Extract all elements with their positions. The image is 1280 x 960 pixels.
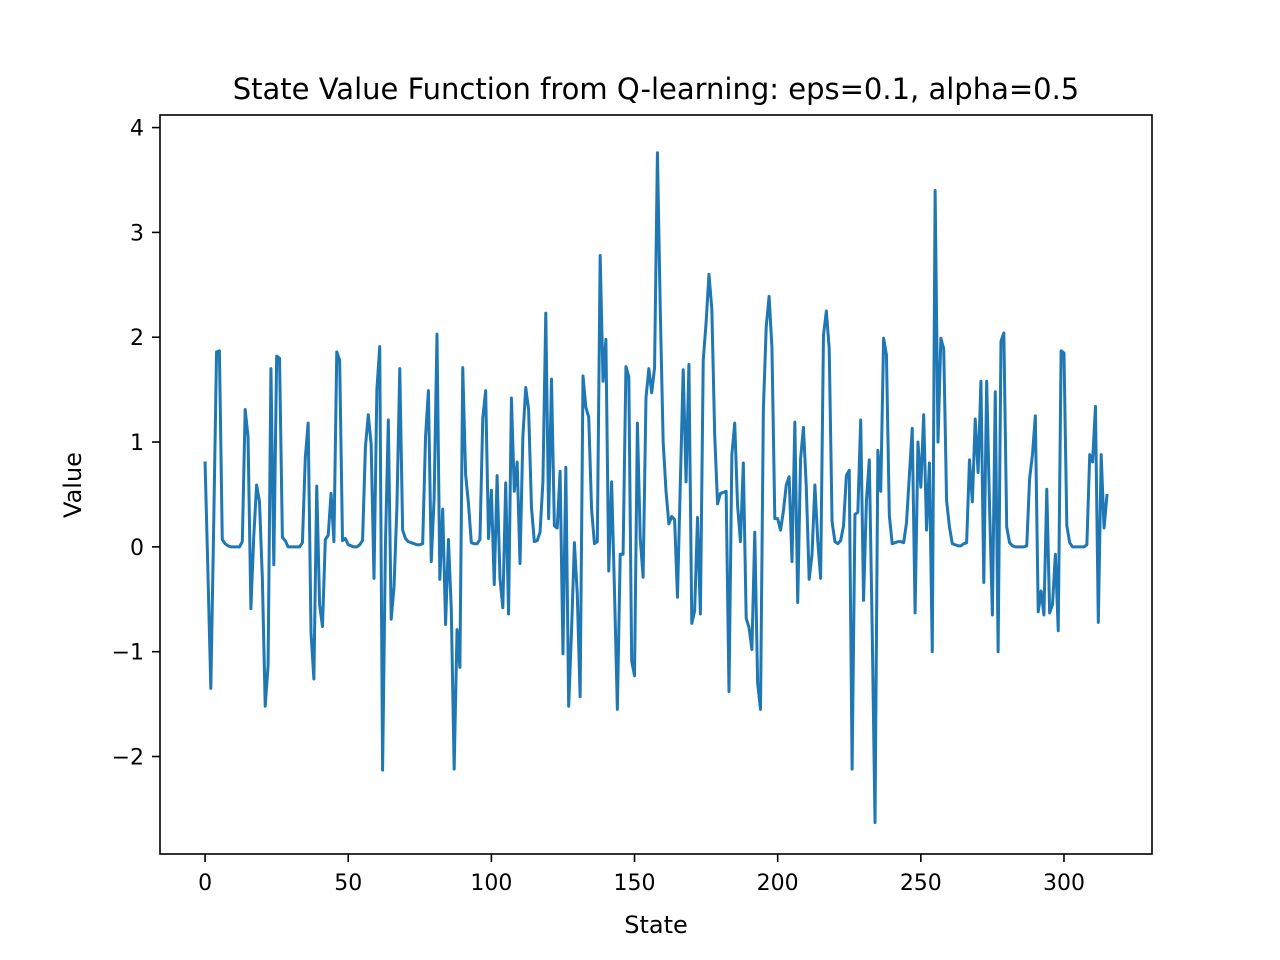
x-axis-label: State bbox=[624, 911, 688, 939]
y-tick-label: 4 bbox=[130, 117, 144, 142]
y-tick-label: 1 bbox=[130, 431, 144, 456]
x-tick-label: 100 bbox=[470, 871, 512, 896]
x-tick-label: 0 bbox=[198, 871, 212, 896]
y-tick-label: 3 bbox=[130, 221, 144, 246]
y-tick-label: −2 bbox=[112, 746, 144, 771]
x-axis: 0 50 100 150 200 250 300 bbox=[198, 854, 1085, 896]
y-tick-label: 0 bbox=[130, 536, 144, 561]
x-tick-label: 150 bbox=[614, 871, 656, 896]
plot-area bbox=[159, 114, 1153, 855]
series-line bbox=[203, 151, 1109, 825]
x-tick-label: 50 bbox=[334, 871, 362, 896]
x-tick-label: 300 bbox=[1043, 871, 1085, 896]
chart-title: State Value Function from Q-learning: ep… bbox=[233, 72, 1080, 106]
x-tick-label: 200 bbox=[757, 871, 799, 896]
y-axis: −2 −1 0 1 2 3 4 bbox=[112, 117, 160, 771]
y-tick-label: −1 bbox=[112, 641, 144, 666]
y-tick-label: 2 bbox=[130, 326, 144, 351]
y-axis-label: Value bbox=[59, 452, 87, 518]
x-tick-label: 250 bbox=[900, 871, 942, 896]
plot-frame bbox=[159, 114, 1153, 855]
